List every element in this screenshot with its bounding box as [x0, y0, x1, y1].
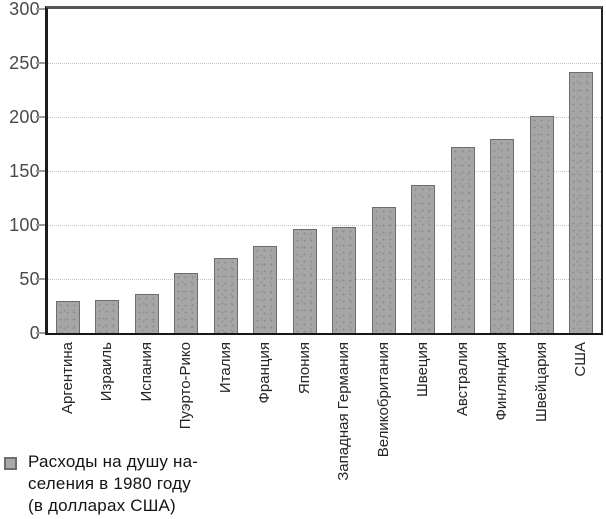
- y-axis-label: 300: [9, 0, 40, 19]
- bar: [134, 294, 159, 333]
- y-axis-label: 0: [29, 323, 40, 343]
- y-axis-tick: [36, 8, 45, 10]
- bars-container: [48, 9, 601, 333]
- x-axis-label: Финляндия: [493, 342, 511, 421]
- bar: [174, 272, 199, 333]
- y-axis-tick: [36, 116, 45, 118]
- bar: [450, 147, 475, 333]
- gridline: [48, 279, 601, 280]
- y-axis-label: 150: [9, 161, 40, 181]
- x-axis-label: Израиль: [98, 342, 116, 402]
- bar: [55, 300, 80, 333]
- y-axis-label: 100: [9, 215, 40, 235]
- x-axis-label: Австралия: [453, 342, 471, 417]
- x-axis-label: Швеция: [414, 342, 432, 397]
- legend-swatch-icon: [4, 457, 17, 470]
- y-axis-tick: [36, 224, 45, 226]
- bar: [213, 258, 238, 333]
- x-axis-label: Италия: [216, 342, 234, 394]
- y-axis-tick: [36, 332, 45, 334]
- bar: [490, 138, 515, 333]
- x-axis-label: Великобритания: [374, 342, 392, 458]
- legend-label: Расходы на душу на- селения в 1980 году …: [28, 452, 199, 515]
- gridline: [48, 225, 601, 226]
- y-axis-tick: [36, 170, 45, 172]
- y-axis-tick: [36, 62, 45, 64]
- bar: [371, 206, 396, 333]
- x-axis-label: Западная Германия: [335, 342, 353, 481]
- bar: [332, 227, 357, 333]
- x-axis-label: Япония: [295, 342, 313, 395]
- bar: [292, 229, 317, 333]
- y-axis-label: 50: [19, 269, 40, 289]
- bar: [529, 115, 554, 333]
- x-axis-label: Аргентина: [58, 342, 76, 414]
- bar: [95, 299, 120, 333]
- y-axis-label: 200: [9, 107, 40, 127]
- y-axis-label: 250: [9, 53, 40, 73]
- x-axis-label: США: [572, 342, 590, 377]
- y-axis-tick: [36, 278, 45, 280]
- bar: [253, 245, 278, 333]
- plot-area: [45, 6, 603, 335]
- gridline: [48, 171, 601, 172]
- x-axis-label: Франция: [256, 342, 274, 404]
- bar: [411, 185, 436, 333]
- x-axis-label: Испания: [137, 342, 155, 402]
- bar: [569, 71, 594, 333]
- x-axis-label: Пуэрто-Рико: [177, 342, 195, 430]
- gridline: [48, 63, 601, 64]
- gridline: [48, 117, 601, 118]
- x-axis-label: Швейцария: [532, 342, 550, 423]
